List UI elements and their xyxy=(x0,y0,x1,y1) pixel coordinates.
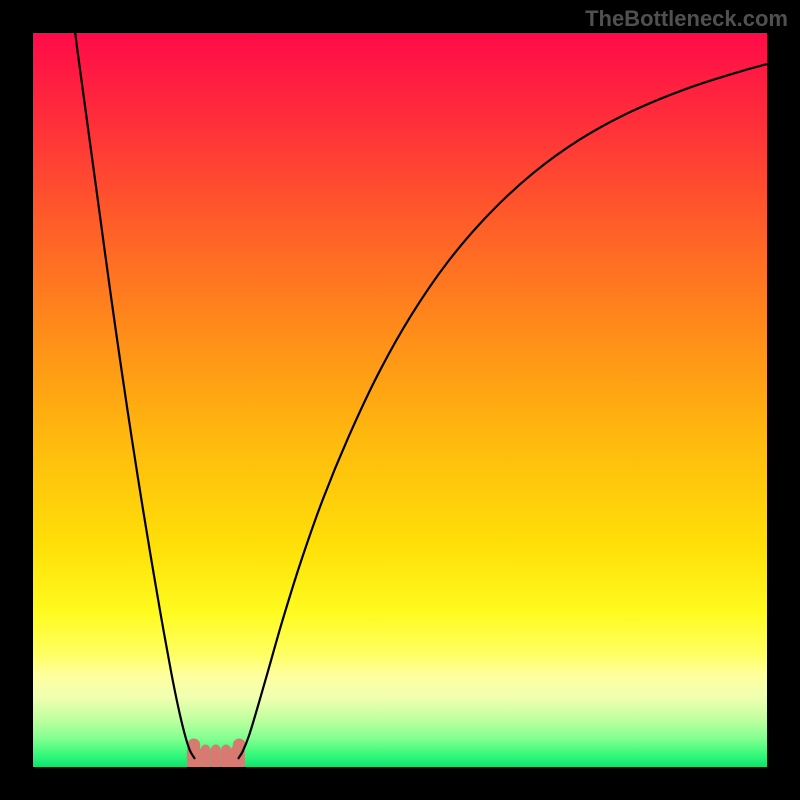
curve-right xyxy=(239,56,767,758)
bottom-marker-bar xyxy=(221,745,231,768)
plot-area xyxy=(33,33,767,767)
curve-left xyxy=(70,33,195,758)
bottom-marker-bar xyxy=(200,745,210,768)
chart-svg xyxy=(33,33,767,767)
attribution-text: TheBottleneck.com xyxy=(585,6,788,32)
bottom-marker-bar xyxy=(211,745,221,768)
